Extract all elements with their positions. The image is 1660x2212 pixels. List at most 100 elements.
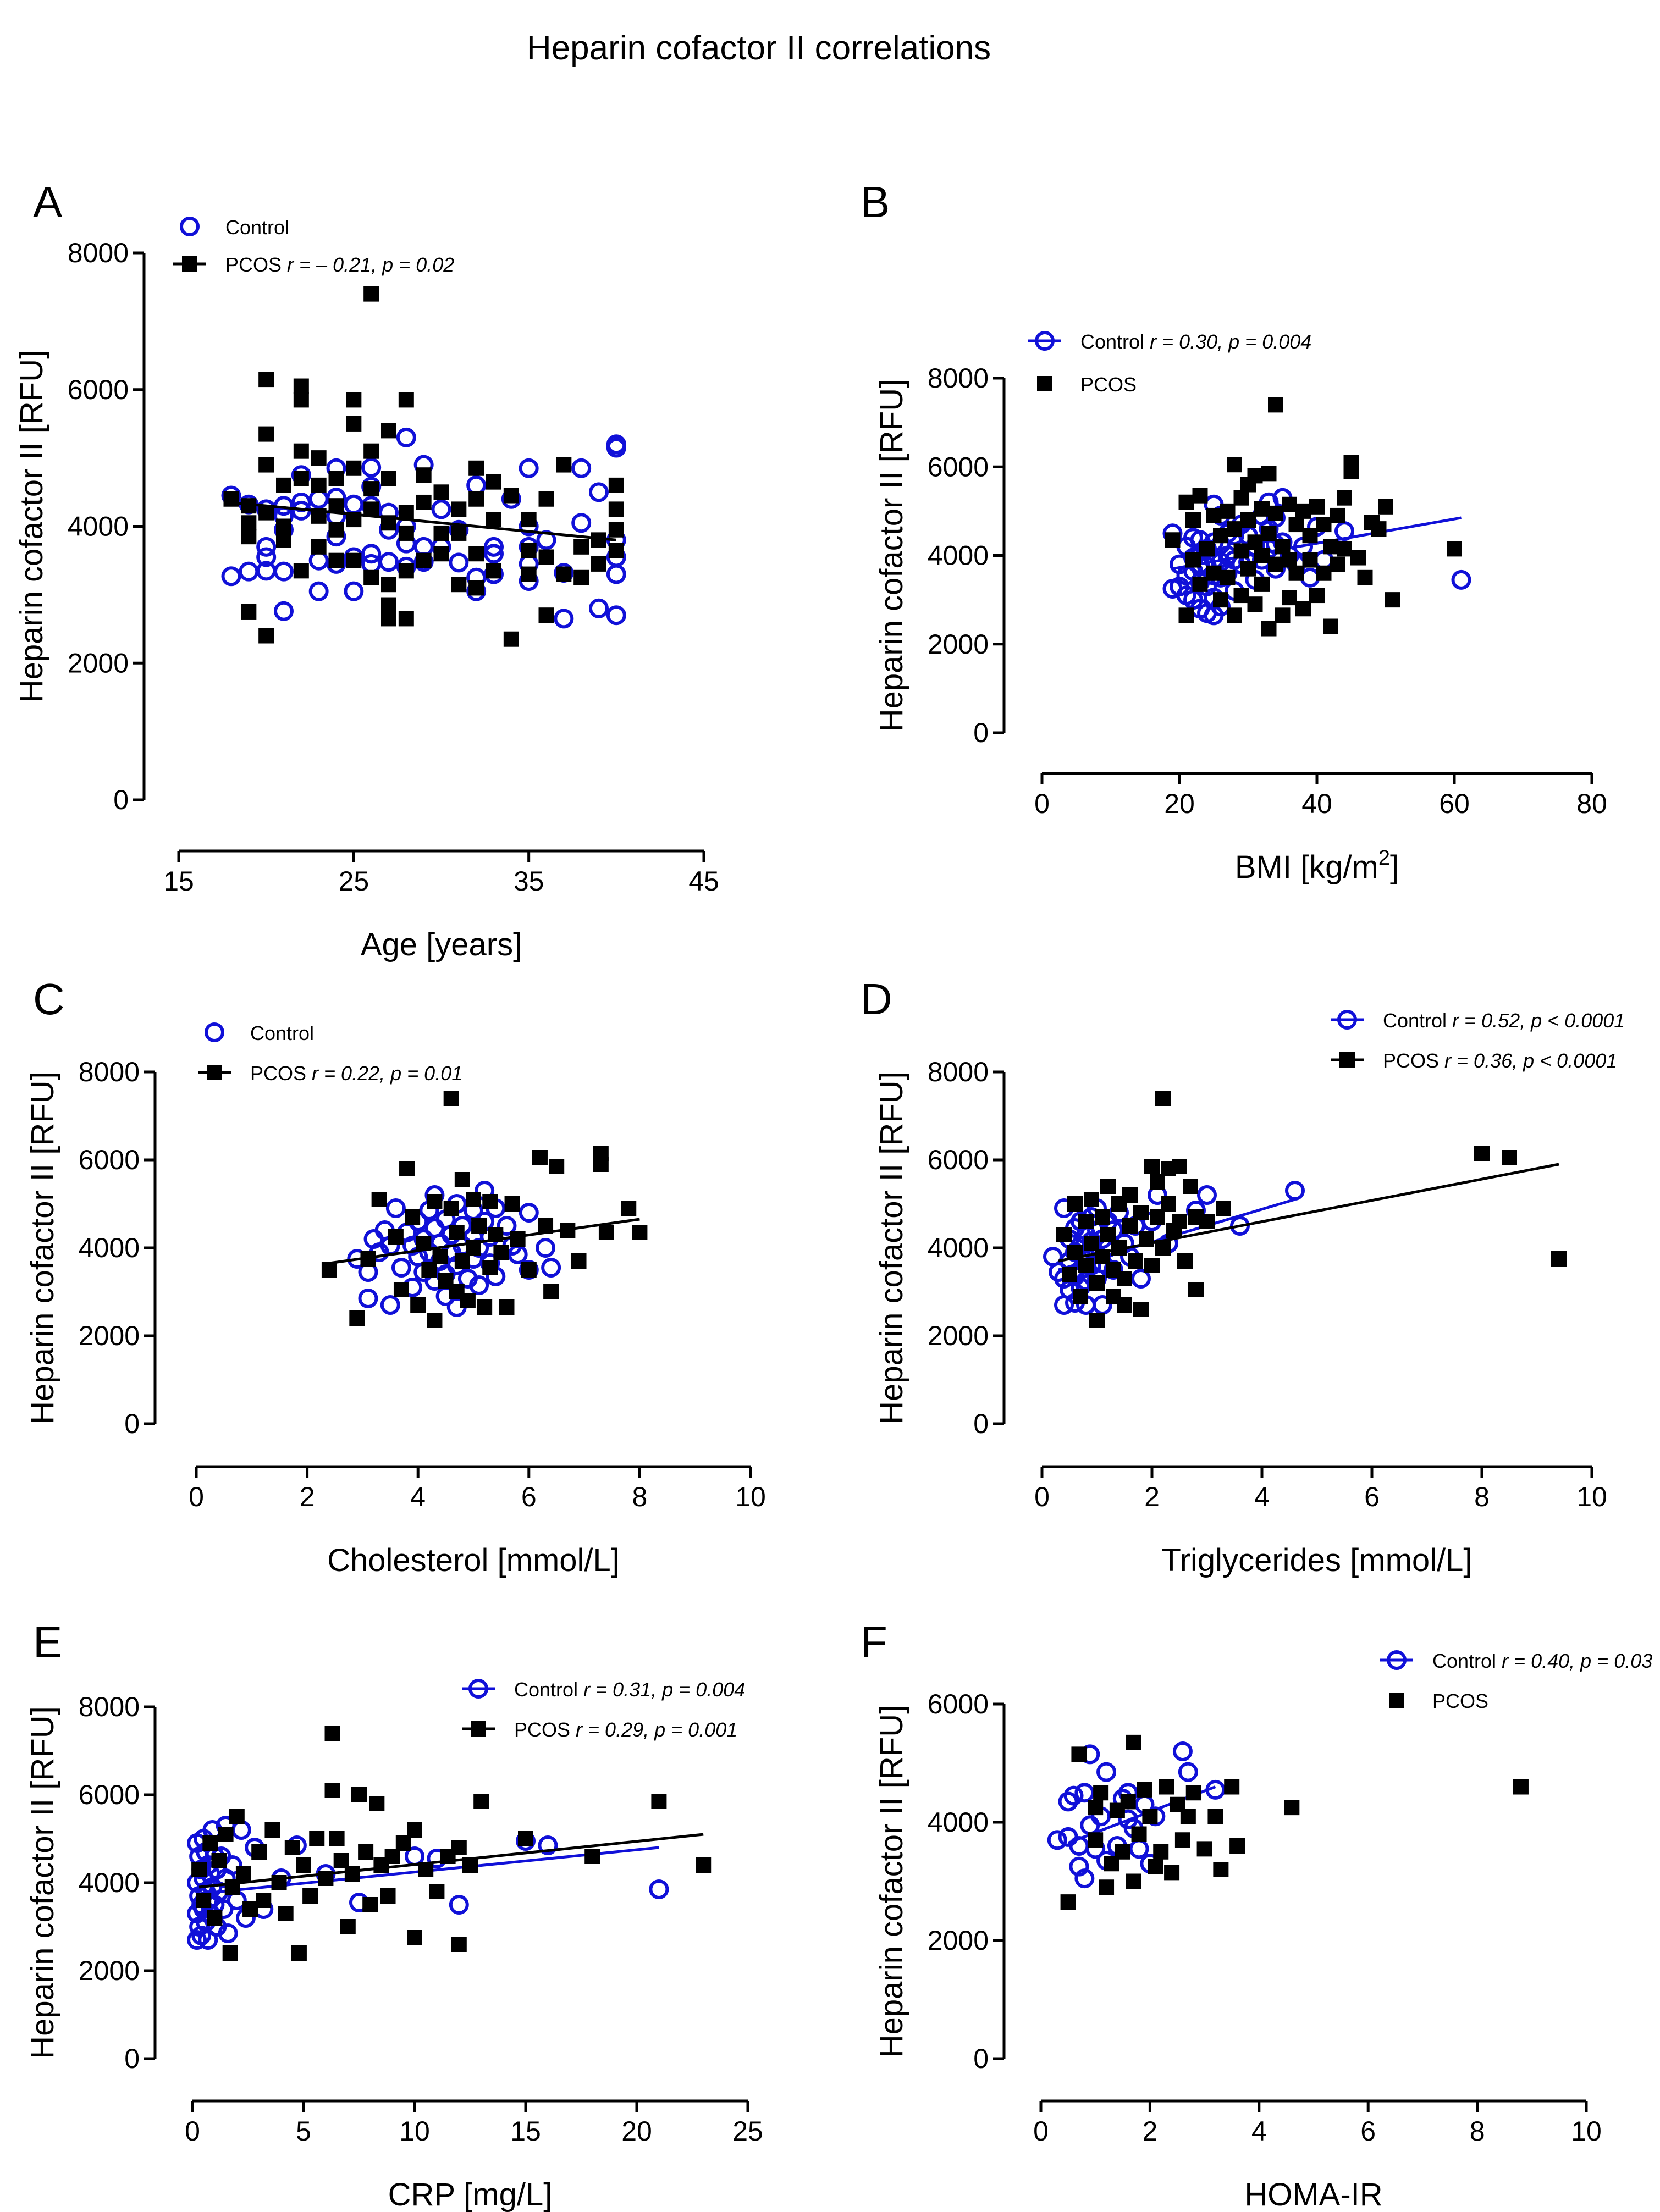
control-point — [379, 552, 399, 572]
pcos-point — [651, 1794, 667, 1809]
pcos-point — [363, 569, 379, 585]
pcos-point — [1115, 1844, 1130, 1860]
pcos-point — [293, 392, 309, 408]
pcos-point — [1254, 548, 1270, 563]
control-point — [449, 1895, 469, 1915]
pcos-point — [324, 1726, 340, 1741]
pcos-point — [1213, 1862, 1229, 1877]
pcos-point — [346, 552, 362, 568]
pcos-point — [454, 1172, 470, 1187]
control-point — [1172, 1741, 1193, 1761]
control-point — [519, 1203, 539, 1223]
panel-c: C 0 2000 4000 6000 8000 0 2 4 6 8 10 Heparin cofacto… — [25, 975, 766, 1578]
control-point — [1074, 1868, 1095, 1889]
pcos-point — [351, 1787, 367, 1802]
pcos-point — [1268, 397, 1283, 413]
pcos-point — [416, 467, 432, 483]
x-tick-label: 5 — [296, 2116, 311, 2147]
pcos-point — [482, 1194, 498, 1209]
pcos-point — [207, 1910, 223, 1926]
pcos-point — [278, 1906, 294, 1921]
pcos-point — [380, 1888, 396, 1904]
pcos-point — [1178, 494, 1194, 510]
pcos-point — [556, 457, 572, 473]
pcos-point — [1282, 496, 1297, 512]
x-tick-label: 0 — [189, 1481, 204, 1512]
pcos-point — [1088, 1832, 1104, 1848]
pcos-point — [429, 1884, 445, 1899]
x-tick-label: 2 — [1144, 1481, 1160, 1512]
y-tick-label: 8000 — [79, 1691, 140, 1722]
pcos-point — [1282, 552, 1297, 568]
pcos-point — [1288, 517, 1304, 533]
pcos-point — [1207, 1809, 1223, 1824]
x-tick-label: 10 — [1571, 2116, 1602, 2147]
x-tick-label: 35 — [514, 866, 544, 897]
pcos-point — [1323, 618, 1338, 634]
series-control — [187, 1816, 669, 1950]
pcos-point — [584, 1849, 600, 1864]
pcos-point — [398, 563, 414, 579]
pcos-point — [218, 1827, 234, 1842]
pcos-point — [1213, 528, 1228, 544]
panel-a: A 0 2000 4000 6000 8000 15 25 35 45 Heparin cofact… — [14, 178, 719, 963]
control-point — [344, 494, 364, 515]
pcos-point — [1254, 501, 1270, 517]
pcos-point — [427, 1194, 443, 1209]
series-pcos — [1056, 1091, 1567, 1328]
pcos-point — [229, 1809, 245, 1824]
pcos-point — [1206, 565, 1222, 581]
pcos-point — [1144, 1258, 1160, 1273]
control-point — [396, 427, 416, 447]
control-point — [187, 1930, 207, 1950]
x-tick-label: 6 — [521, 1481, 537, 1512]
pcos-point — [405, 1209, 421, 1225]
x-tick-label: 15 — [510, 2116, 541, 2147]
pcos-point — [449, 1225, 465, 1240]
y-tick-label: 4000 — [928, 540, 989, 571]
pcos-point — [328, 471, 344, 486]
control-point — [391, 1258, 411, 1278]
x-tick-label: 8 — [632, 1481, 647, 1512]
trend-line-pcos — [329, 1218, 640, 1265]
pcos-point — [258, 372, 274, 388]
pcos-point — [518, 1831, 533, 1846]
control-point — [1451, 569, 1471, 590]
pcos-point — [349, 1310, 365, 1326]
control-point — [541, 1258, 561, 1278]
pcos-point — [291, 1945, 307, 1961]
control-point — [385, 1198, 406, 1218]
pcos-point — [1150, 1209, 1165, 1225]
pcos-point — [486, 563, 501, 579]
y-tick-label: 8000 — [928, 363, 989, 394]
pcos-point — [321, 1262, 337, 1278]
y-tick-label: 2000 — [928, 1320, 989, 1351]
control-point — [469, 1275, 489, 1295]
y-tick-label: 2000 — [79, 1955, 140, 1986]
panel-d: D 0 2000 4000 6000 8000 0 2 4 6 8 10 Heparin cofacto… — [861, 975, 1625, 1578]
pcos-point — [381, 577, 396, 593]
legend-item-control: Control r = 0.40, p = 0.03 — [1380, 1650, 1652, 1672]
pcos-point — [1078, 1214, 1094, 1229]
pcos-point — [407, 1930, 422, 1945]
control-point — [519, 1260, 539, 1280]
legend-item-control: Control r = 0.30, p = 0.004 — [1028, 330, 1311, 353]
pcos-point — [1178, 607, 1194, 623]
panel-letter: D — [861, 975, 892, 1024]
pcos-point — [571, 1253, 587, 1269]
pcos-point — [1056, 1227, 1072, 1242]
pcos-point — [621, 1201, 637, 1216]
pcos-point — [1128, 1253, 1143, 1269]
pcos-point — [1309, 499, 1325, 515]
pcos-point — [1180, 1809, 1196, 1824]
x-axis-label: Triglycerides [mmol/L] — [1161, 1542, 1472, 1578]
pcos-point — [486, 512, 501, 528]
control-point — [606, 564, 626, 584]
pcos-point — [329, 1831, 345, 1846]
x-axis-label: Cholesterol [mmol/L] — [327, 1542, 620, 1578]
legend-marker — [205, 1022, 224, 1042]
pcos-point — [1227, 521, 1242, 537]
pcos-point — [1060, 1894, 1076, 1910]
pcos-point — [1240, 561, 1256, 577]
control-point — [198, 1930, 218, 1950]
